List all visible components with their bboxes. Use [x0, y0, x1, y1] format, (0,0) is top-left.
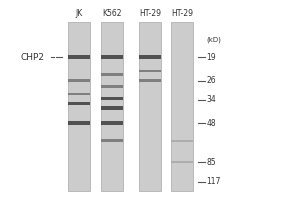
Bar [68, 22, 90, 191]
Text: 117: 117 [207, 177, 221, 186]
Bar [101, 22, 123, 191]
Bar [101, 55, 123, 59]
Bar [139, 79, 161, 82]
Bar [101, 139, 123, 142]
Bar [101, 73, 123, 76]
Bar [68, 121, 90, 125]
Bar [101, 85, 123, 88]
Text: JK: JK [76, 9, 83, 18]
Text: CHP2: CHP2 [21, 53, 45, 62]
Text: 34: 34 [207, 96, 216, 104]
Bar [171, 161, 194, 163]
Bar [68, 79, 90, 82]
Bar [68, 93, 90, 95]
Text: HT-29: HT-29 [139, 9, 161, 18]
Text: HT-29: HT-29 [171, 9, 194, 18]
Bar [101, 121, 123, 125]
Text: (kD): (kD) [207, 36, 222, 43]
Text: 85: 85 [207, 158, 216, 167]
Text: 26: 26 [207, 76, 216, 85]
Bar [101, 106, 123, 110]
Bar [171, 140, 194, 142]
Bar [139, 22, 161, 191]
Bar [139, 70, 161, 72]
Text: K562: K562 [102, 9, 122, 18]
Bar [68, 55, 90, 59]
Bar [68, 102, 90, 105]
Bar [101, 97, 123, 100]
Bar [171, 22, 194, 191]
Bar [139, 55, 161, 59]
Text: 19: 19 [207, 53, 216, 62]
Text: 48: 48 [207, 119, 216, 128]
